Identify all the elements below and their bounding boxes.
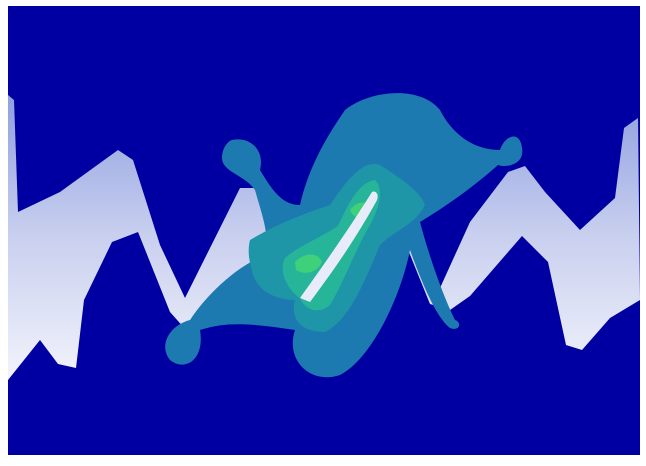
contour-peak	[295, 202, 370, 273]
gear-profile	[8, 95, 640, 380]
contact-gap	[300, 191, 378, 302]
